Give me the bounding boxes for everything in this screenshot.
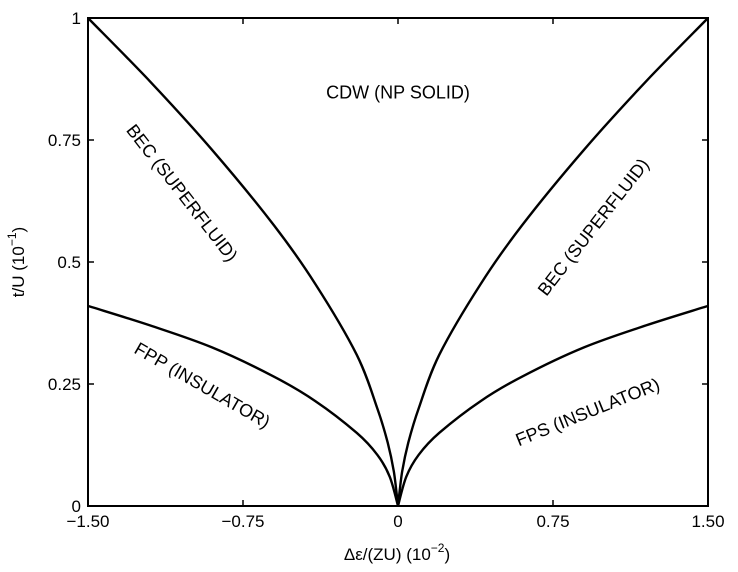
x-tick-labels: −1.50 −0.75 0 0.75 1.50 [66, 512, 724, 531]
region-label: FPS (INSULATOR) [513, 374, 663, 450]
x-tick-label: 1.50 [691, 512, 724, 531]
y-axis-label: t/U (10−1) [5, 227, 28, 297]
y-tick-label: 0.25 [48, 375, 81, 394]
x-tick-label: −1.50 [66, 512, 109, 531]
phase-boundary-line-2 [396, 17, 709, 507]
y-tick-label: 0.75 [48, 131, 81, 150]
y-tick-label: 1 [72, 9, 81, 28]
region-labels: CDW (NP SOLID) BEC (SUPERFLUID) BEC (SUPER… [122, 82, 662, 450]
x-tick-label: 0.75 [536, 512, 569, 531]
plot-frame [87, 17, 709, 507]
phase-boundary-line-3 [87, 304, 400, 507]
x-axis-label: Δε/(ZU) (10−2) [344, 541, 450, 564]
region-label: BEC (SUPERFLUID) [534, 155, 653, 300]
y-tick-label: 0.5 [57, 253, 81, 272]
region-label: BEC (SUPERFLUID) [122, 121, 241, 266]
phase-boundary-curves [87, 17, 709, 507]
region-label: CDW (NP SOLID) [326, 82, 470, 102]
x-tick-label: 0 [393, 512, 402, 531]
y-tick-labels: 0 0.25 0.5 0.75 1 [48, 9, 81, 516]
phase-boundary-line-1 [87, 17, 400, 507]
region-label: FPP (INSULATOR) [131, 338, 274, 432]
phase-boundary-line-4 [396, 304, 709, 507]
x-tick-label: −0.75 [221, 512, 264, 531]
y-tick-label: 0 [72, 497, 81, 516]
